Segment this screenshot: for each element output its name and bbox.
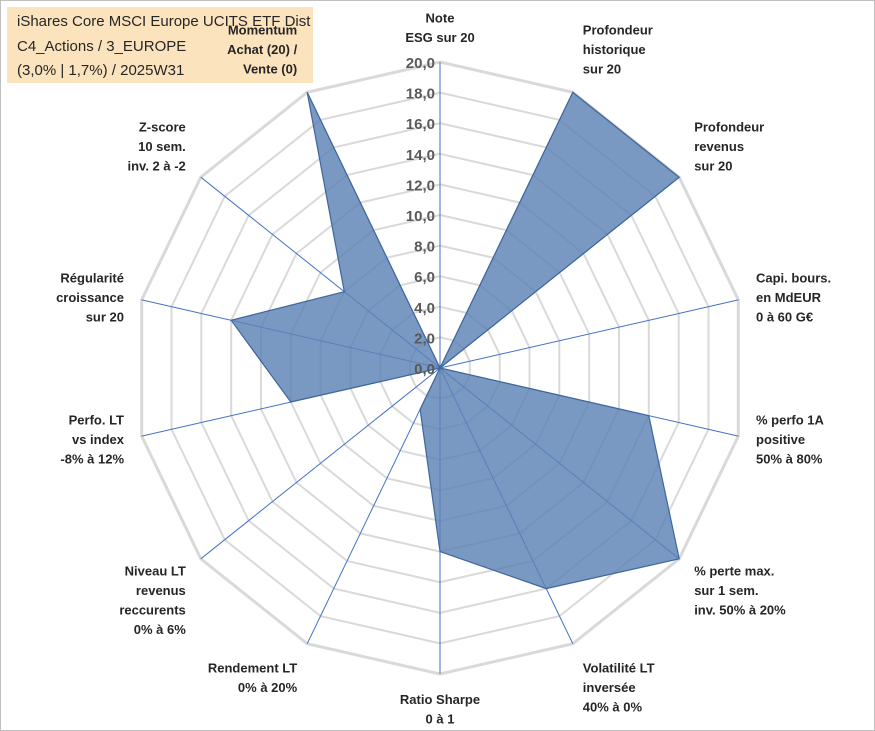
axis-label-2: Profondeur revenus sur 20 (694, 120, 764, 174)
data-series-area (230, 91, 681, 590)
tick-label-7: 14,0 (406, 147, 435, 164)
axis-label-12: Z-score 10 sem. inv. 2 à -2 (128, 120, 186, 174)
axis-label-6: Volatilité LT inversée 40% à 0% (583, 660, 655, 714)
axis-label-0: Note ESG sur 20 (405, 11, 474, 46)
chart-title-box: iShares Core MSCI Europe UCITS ETF Dist … (7, 7, 313, 83)
axis-label-3: Capi. bours. en MdEUR 0 à 60 G€ (756, 270, 831, 324)
axis-label-10: Perfo. LT vs index -8% à 12% (60, 413, 124, 467)
spoke-8 (306, 367, 441, 644)
tick-label-0: 0,0 (414, 361, 435, 378)
axis-label-7: Ratio Sharpe 0 à 1 (400, 692, 480, 727)
chart-title-line-3: (3,0% | 1,7%) / 2025W31 (17, 62, 185, 79)
tick-label-2: 4,0 (414, 300, 435, 317)
tick-label-4: 8,0 (414, 239, 435, 256)
axis-label-1: Profondeur historique sur 20 (583, 23, 653, 77)
tick-label-6: 12,0 (406, 177, 435, 194)
chart-title-line-2: C4_Actions / 3_EUROPE (17, 38, 187, 55)
tick-label-8: 16,0 (406, 116, 435, 133)
axis-label-13: Momentum Achat (20) / Vente (0) (227, 23, 297, 77)
axis-label-5: % perte max. sur 1 sem. inv. 50% à 20% (694, 564, 786, 618)
tick-label-1: 2,0 (414, 330, 435, 347)
spoke-9 (200, 367, 441, 560)
chart-title-line-1: iShares Core MSCI Europe UCITS ETF Dist (17, 13, 311, 30)
axis-label-9: Niveau LT revenus reccurents 0% à 6% (119, 564, 186, 638)
tick-label-3: 6,0 (414, 269, 435, 286)
tick-label-9: 18,0 (406, 86, 435, 103)
axis-label-11: Régularité croissance sur 20 (56, 270, 124, 324)
tick-label-10: 20,0 (406, 55, 435, 72)
axis-label-8: Rendement LT 0% à 20% (208, 660, 298, 695)
tick-label-5: 10,0 (406, 208, 435, 225)
spoke-3 (439, 299, 739, 369)
axis-label-4: % perfo 1A positive 50% à 80% (756, 413, 825, 467)
